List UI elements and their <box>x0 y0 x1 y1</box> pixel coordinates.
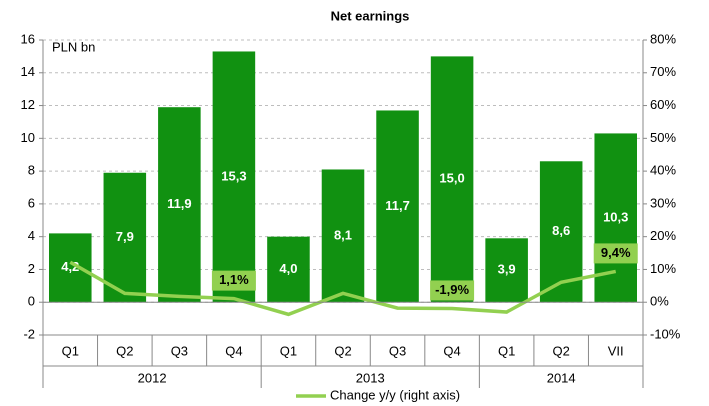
bar <box>485 238 528 303</box>
y2-tick-label: 50% <box>650 130 676 145</box>
x-tick-label: Q2 <box>334 343 351 358</box>
bar <box>430 56 474 303</box>
bar-label: 11,9 <box>167 196 192 211</box>
y-tick-label: 2 <box>28 261 35 276</box>
y2-tick-label: 30% <box>650 195 676 210</box>
y-tick-label: 10 <box>21 130 35 145</box>
y-tick-label: 12 <box>21 97 35 112</box>
bar <box>267 236 310 303</box>
bar-label: 15,3 <box>221 168 246 183</box>
bar-label: 15,0 <box>439 171 464 186</box>
bar-label: 4,0 <box>279 261 297 276</box>
line-label: 9,4% <box>601 245 631 260</box>
y-tick-label: 0 <box>28 294 35 309</box>
y2-tick-label: 10% <box>650 261 676 276</box>
y2-tick-label: 20% <box>650 228 676 243</box>
legend-label: Change y/y (right axis) <box>330 387 460 402</box>
bar-label: 7,9 <box>116 229 134 244</box>
x-tick-label: Q4 <box>225 343 242 358</box>
y-tick-label: -2 <box>23 326 35 341</box>
line-label: -1,9% <box>435 282 469 297</box>
y-tick-label: 14 <box>21 64 35 79</box>
x-tick-label: Q2 <box>116 343 133 358</box>
bar-label: 11,7 <box>385 198 410 213</box>
y2-tick-label: 40% <box>650 163 676 178</box>
x-tick-label: Q1 <box>498 343 515 358</box>
x-tick-label: Q4 <box>443 343 460 358</box>
bar <box>321 169 365 303</box>
bar-label: 10,3 <box>603 209 628 224</box>
y2-tick-label: 60% <box>650 97 676 112</box>
bar-label: 8,6 <box>552 223 570 238</box>
x-tick-label: Q2 <box>553 343 570 358</box>
y2-tick-label: -10% <box>650 326 681 341</box>
y-axis-label: PLN bn <box>52 39 95 54</box>
x-tick-label: Q3 <box>171 343 188 358</box>
y-tick-label: 4 <box>28 228 35 243</box>
y2-tick-label: 80% <box>650 31 676 46</box>
x-tick-label: VII <box>608 343 624 358</box>
chart-title: Net earnings <box>331 8 410 23</box>
bar <box>103 172 147 303</box>
line-label: 1,1% <box>219 272 249 287</box>
data-label-box <box>211 270 256 291</box>
data-label-box <box>430 280 475 301</box>
x-tick-label: Q1 <box>62 343 79 358</box>
y-tick-label: 16 <box>21 31 35 46</box>
bar <box>49 233 92 303</box>
group-label: 2013 <box>356 370 385 385</box>
y2-tick-label: 70% <box>650 64 676 79</box>
bar-label: 8,1 <box>334 227 352 242</box>
y-tick-label: 6 <box>28 195 35 210</box>
group-label: 2012 <box>138 370 167 385</box>
x-tick-label: Q3 <box>389 343 406 358</box>
group-label: 2014 <box>547 370 576 385</box>
x-tick-label: Q1 <box>280 343 297 358</box>
bar <box>212 51 256 303</box>
bar <box>158 107 201 303</box>
y2-tick-label: 0% <box>650 294 669 309</box>
y-tick-label: 8 <box>28 163 35 178</box>
bar <box>376 110 419 303</box>
bar-label: 3,9 <box>498 262 516 277</box>
data-label-box <box>593 243 638 264</box>
